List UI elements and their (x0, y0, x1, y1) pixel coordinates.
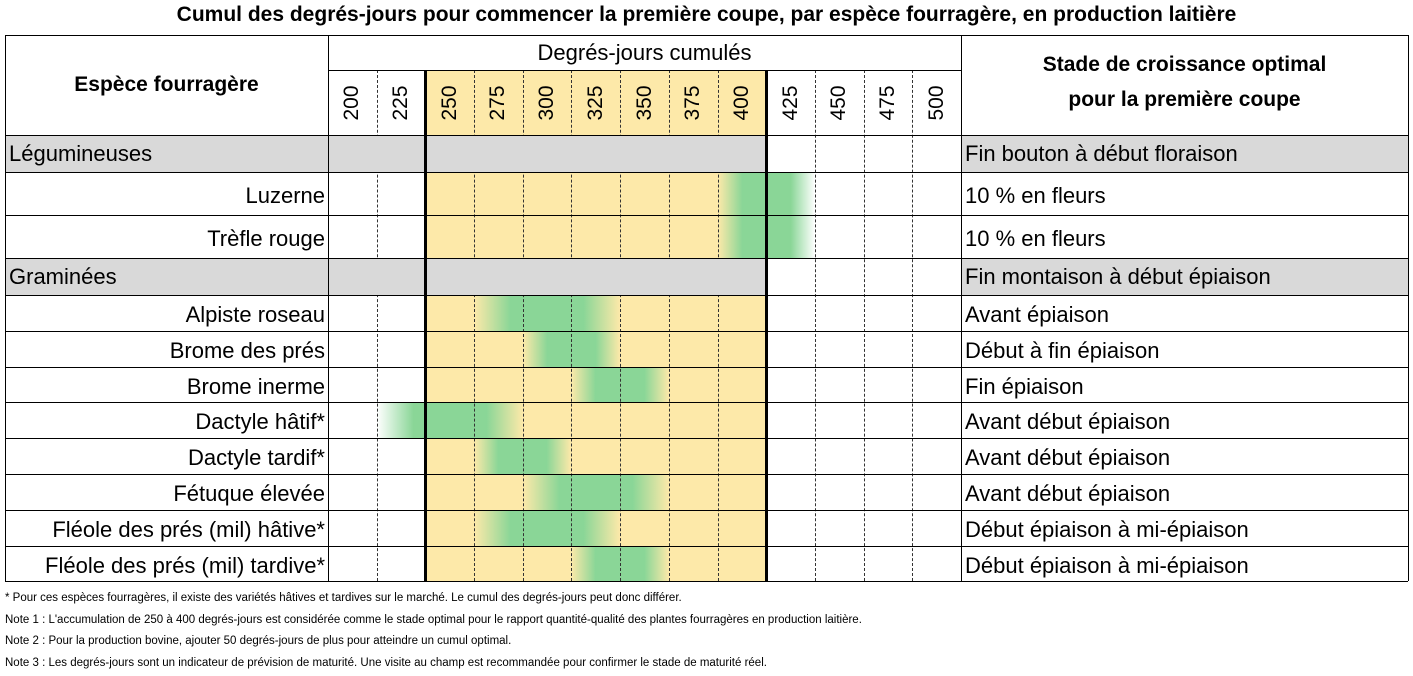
column-label: 450 (827, 84, 851, 121)
column-line (522, 70, 524, 582)
row-line (5, 215, 1408, 216)
table-border (961, 35, 962, 582)
note: Note 3 : Les degrés-jours sont un indica… (5, 656, 767, 669)
stage-text: Avant début épiaison (965, 481, 1171, 506)
column-label: 350 (632, 84, 656, 121)
row-line (5, 509, 1408, 511)
group-band (961, 135, 1408, 172)
column-label: 400 (729, 84, 753, 121)
group-band (5, 258, 767, 295)
row-line (5, 258, 1408, 259)
species-name: Fétuque élevée (173, 481, 325, 506)
group-band (5, 135, 767, 172)
column-label: 275 (486, 84, 510, 121)
stage-text: Avant début épiaison (965, 445, 1171, 471)
header-line (328, 70, 961, 71)
table-border (328, 35, 329, 582)
stage-text: Fin épiaison (965, 373, 1084, 399)
header-species: Espèce fourragère (74, 73, 259, 96)
column-label: 325 (583, 84, 607, 121)
column-line (717, 70, 719, 582)
column-line (863, 70, 865, 582)
table-border (5, 35, 6, 582)
table-border (1408, 35, 1409, 582)
column-label: 375 (681, 84, 705, 121)
species-name: Fléole des prés (mil) hâtive* (52, 516, 325, 542)
group-stage: Fin bouton à début floraison (965, 141, 1238, 166)
optimal-border (423, 70, 427, 582)
range-bar (474, 438, 572, 474)
species-name: Fléole des prés (mil) tardive* (45, 552, 325, 578)
row-line (5, 366, 1408, 368)
note: * Pour ces espèces fourragères, il exist… (5, 592, 682, 604)
column-label: 200 (340, 84, 364, 121)
row-line (5, 330, 1408, 332)
column-line (474, 70, 476, 582)
row-line (5, 135, 1408, 136)
row-line (5, 295, 1408, 296)
range-bar (522, 474, 669, 510)
stage-text: Avant épiaison (965, 302, 1109, 327)
column-line (620, 70, 622, 582)
column-line (814, 70, 816, 582)
range-bar (474, 295, 621, 331)
optimal-border (764, 70, 768, 582)
group-name: Graminées (9, 264, 117, 289)
species-name: Brome inerme (186, 373, 325, 399)
column-label: 250 (437, 84, 461, 121)
column-label: 500 (924, 84, 948, 121)
row-line (5, 438, 1408, 440)
group-stage: Fin montaison à début épiaison (965, 264, 1271, 289)
range-bar (474, 509, 621, 546)
column-label: 300 (535, 84, 559, 121)
stage-text: Début épiaison à mi-épiaison (965, 552, 1249, 578)
species-name: Dactyle tardif* (188, 445, 325, 471)
species-name: Trèfle rouge (207, 226, 325, 251)
species-name: Brome des prés (169, 337, 325, 363)
stage-text: 10 % en fleurs (965, 226, 1106, 251)
stage-text: Début à fin épiaison (965, 337, 1160, 363)
header-stage: Stade de croissance optimal (1042, 53, 1327, 76)
column-line (376, 70, 378, 582)
species-name: Luzerne (245, 183, 325, 208)
row-line (5, 545, 1408, 547)
note: Note 1 : L'accumulation de 250 à 400 deg… (5, 613, 862, 626)
group-band (961, 258, 1408, 295)
range-bar (376, 402, 523, 439)
column-line (571, 70, 573, 582)
column-line (668, 70, 670, 582)
header-degree-days: Degrés-jours cumulés (537, 40, 752, 65)
note: Note 2 : Pour la production bovine, ajou… (5, 635, 512, 647)
species-name: Alpiste roseau (185, 302, 325, 327)
stage-text: Avant début épiaison (965, 409, 1171, 435)
row-line (5, 581, 1408, 583)
column-label: 225 (389, 84, 413, 121)
row-line (5, 35, 1408, 36)
species-name: Dactyle hâtif* (195, 409, 325, 435)
header-stage: pour la première coupe (1068, 88, 1301, 111)
column-label: 425 (778, 84, 802, 121)
column-line (912, 70, 914, 582)
title: Cumul des degrés-jours pour commencer la… (176, 3, 1237, 26)
row-line (5, 172, 1408, 173)
stage-text: Début épiaison à mi-épiaison (965, 516, 1249, 542)
group-name: Légumineuses (9, 141, 153, 166)
column-label: 475 (875, 84, 899, 121)
row-line (5, 474, 1408, 475)
row-line (5, 402, 1408, 404)
stage-text: 10 % en fleurs (965, 183, 1106, 208)
